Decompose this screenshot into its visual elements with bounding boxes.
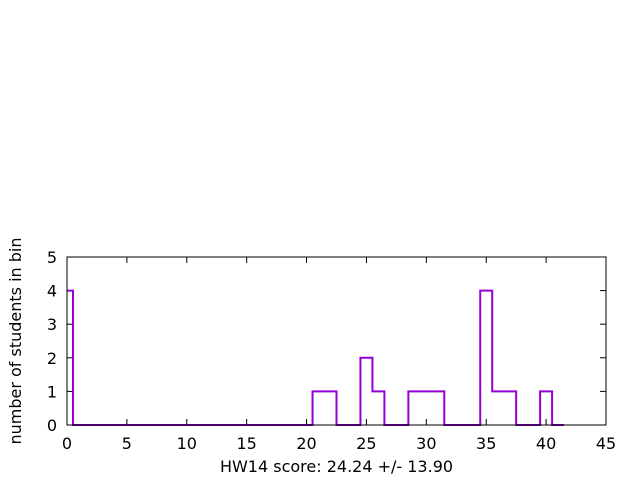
histogram-series-line — [67, 289, 565, 426]
y-tick-label: 3 — [47, 315, 57, 334]
plot-frame — [66, 256, 607, 426]
y-tick-label: 2 — [47, 349, 57, 368]
y-tick-label: 1 — [47, 382, 57, 401]
x-tick-label: 25 — [356, 434, 376, 453]
x-tick-label: 0 — [62, 434, 72, 453]
x-axis-label: HW14 score: 24.24 +/- 13.90 — [220, 457, 453, 476]
x-tick-label: 10 — [177, 434, 197, 453]
x-tick-label: 45 — [596, 434, 616, 453]
y-tick-label: 0 — [47, 416, 57, 435]
y-axis-label: number of students in bin — [6, 237, 25, 444]
y-tick-label: 5 — [47, 248, 57, 267]
x-tick-label: 5 — [122, 434, 132, 453]
x-tick-label: 15 — [236, 434, 256, 453]
x-tick-label: 40 — [536, 434, 556, 453]
y-tick-label: 4 — [47, 282, 57, 301]
x-tick-label: 35 — [476, 434, 496, 453]
x-tick-label: 20 — [296, 434, 316, 453]
x-tick-label: 30 — [416, 434, 436, 453]
